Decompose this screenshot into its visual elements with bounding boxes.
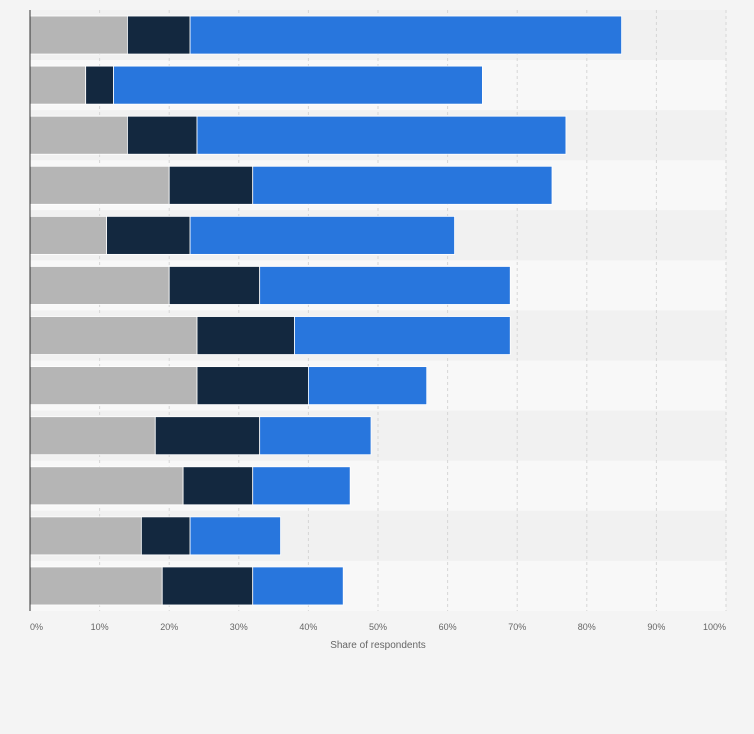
bar-segment-series-1[interactable] (29, 115, 128, 155)
bars (29, 15, 622, 606)
x-tick-label: 10% (91, 622, 109, 632)
bar-segment-series-1[interactable] (29, 516, 142, 556)
bar-segment-series-3[interactable] (113, 65, 483, 105)
bar-segment-series-1[interactable] (29, 15, 128, 55)
x-tick-label: 20% (160, 622, 178, 632)
bar-segment-series-2[interactable] (140, 516, 191, 556)
bar-segment-series-1[interactable] (29, 215, 107, 255)
bar-segment-series-2[interactable] (161, 566, 254, 606)
bar-segment-series-2[interactable] (182, 466, 254, 506)
bar-segment-series-2[interactable] (85, 65, 114, 105)
x-tick-label: 50% (369, 622, 387, 632)
bar-segment-series-3[interactable] (259, 416, 372, 456)
bar-segment-series-2[interactable] (168, 165, 254, 205)
bar-segment-series-3[interactable] (259, 266, 511, 305)
bar-segment-series-3[interactable] (189, 15, 622, 55)
x-axis-label: Share of respondents (330, 640, 426, 651)
x-tick-label: 30% (230, 622, 248, 632)
x-tick-label: 0% (30, 622, 43, 632)
bar-segment-series-1[interactable] (29, 266, 170, 305)
bar-segment-series-2[interactable] (196, 316, 295, 355)
bar-segment-series-1[interactable] (29, 416, 156, 456)
bar-segment-series-1[interactable] (29, 466, 184, 506)
bar-segment-series-1[interactable] (29, 566, 163, 606)
bar-segment-series-3[interactable] (294, 316, 511, 355)
bar-segment-series-3[interactable] (252, 566, 344, 606)
bar-segment-series-3[interactable] (189, 516, 281, 556)
bar-segment-series-2[interactable] (196, 366, 309, 406)
bar-segment-series-1[interactable] (29, 165, 170, 205)
bar-segment-series-3[interactable] (196, 115, 567, 155)
bar-segment-series-3[interactable] (252, 466, 351, 506)
bar-segment-series-1[interactable] (29, 65, 87, 105)
bar-segment-series-3[interactable] (252, 165, 553, 205)
x-tick-label: 90% (647, 622, 665, 632)
x-tick-label: 100% (703, 622, 726, 632)
x-tick-label: 60% (439, 622, 457, 632)
bar-segment-series-2[interactable] (127, 115, 198, 155)
x-tick-label: 80% (578, 622, 596, 632)
bar-segment-series-1[interactable] (29, 366, 198, 406)
x-tick-label: 70% (508, 622, 526, 632)
bar-segment-series-1[interactable] (29, 316, 198, 355)
gridlines (99, 10, 727, 611)
bar-segment-series-2[interactable] (168, 266, 261, 305)
bar-segment-series-2[interactable] (154, 416, 261, 456)
bar-segment-series-2[interactable] (106, 215, 191, 255)
bar-segment-series-3[interactable] (307, 366, 428, 406)
bar-segment-series-3[interactable] (189, 215, 455, 255)
x-tick-label: 40% (299, 622, 317, 632)
bar-segment-series-2[interactable] (127, 15, 191, 55)
x-tick-labels: 0% 10% 20% 30% 40% 50% 60% 70% 80% 90% 100% (30, 622, 726, 632)
